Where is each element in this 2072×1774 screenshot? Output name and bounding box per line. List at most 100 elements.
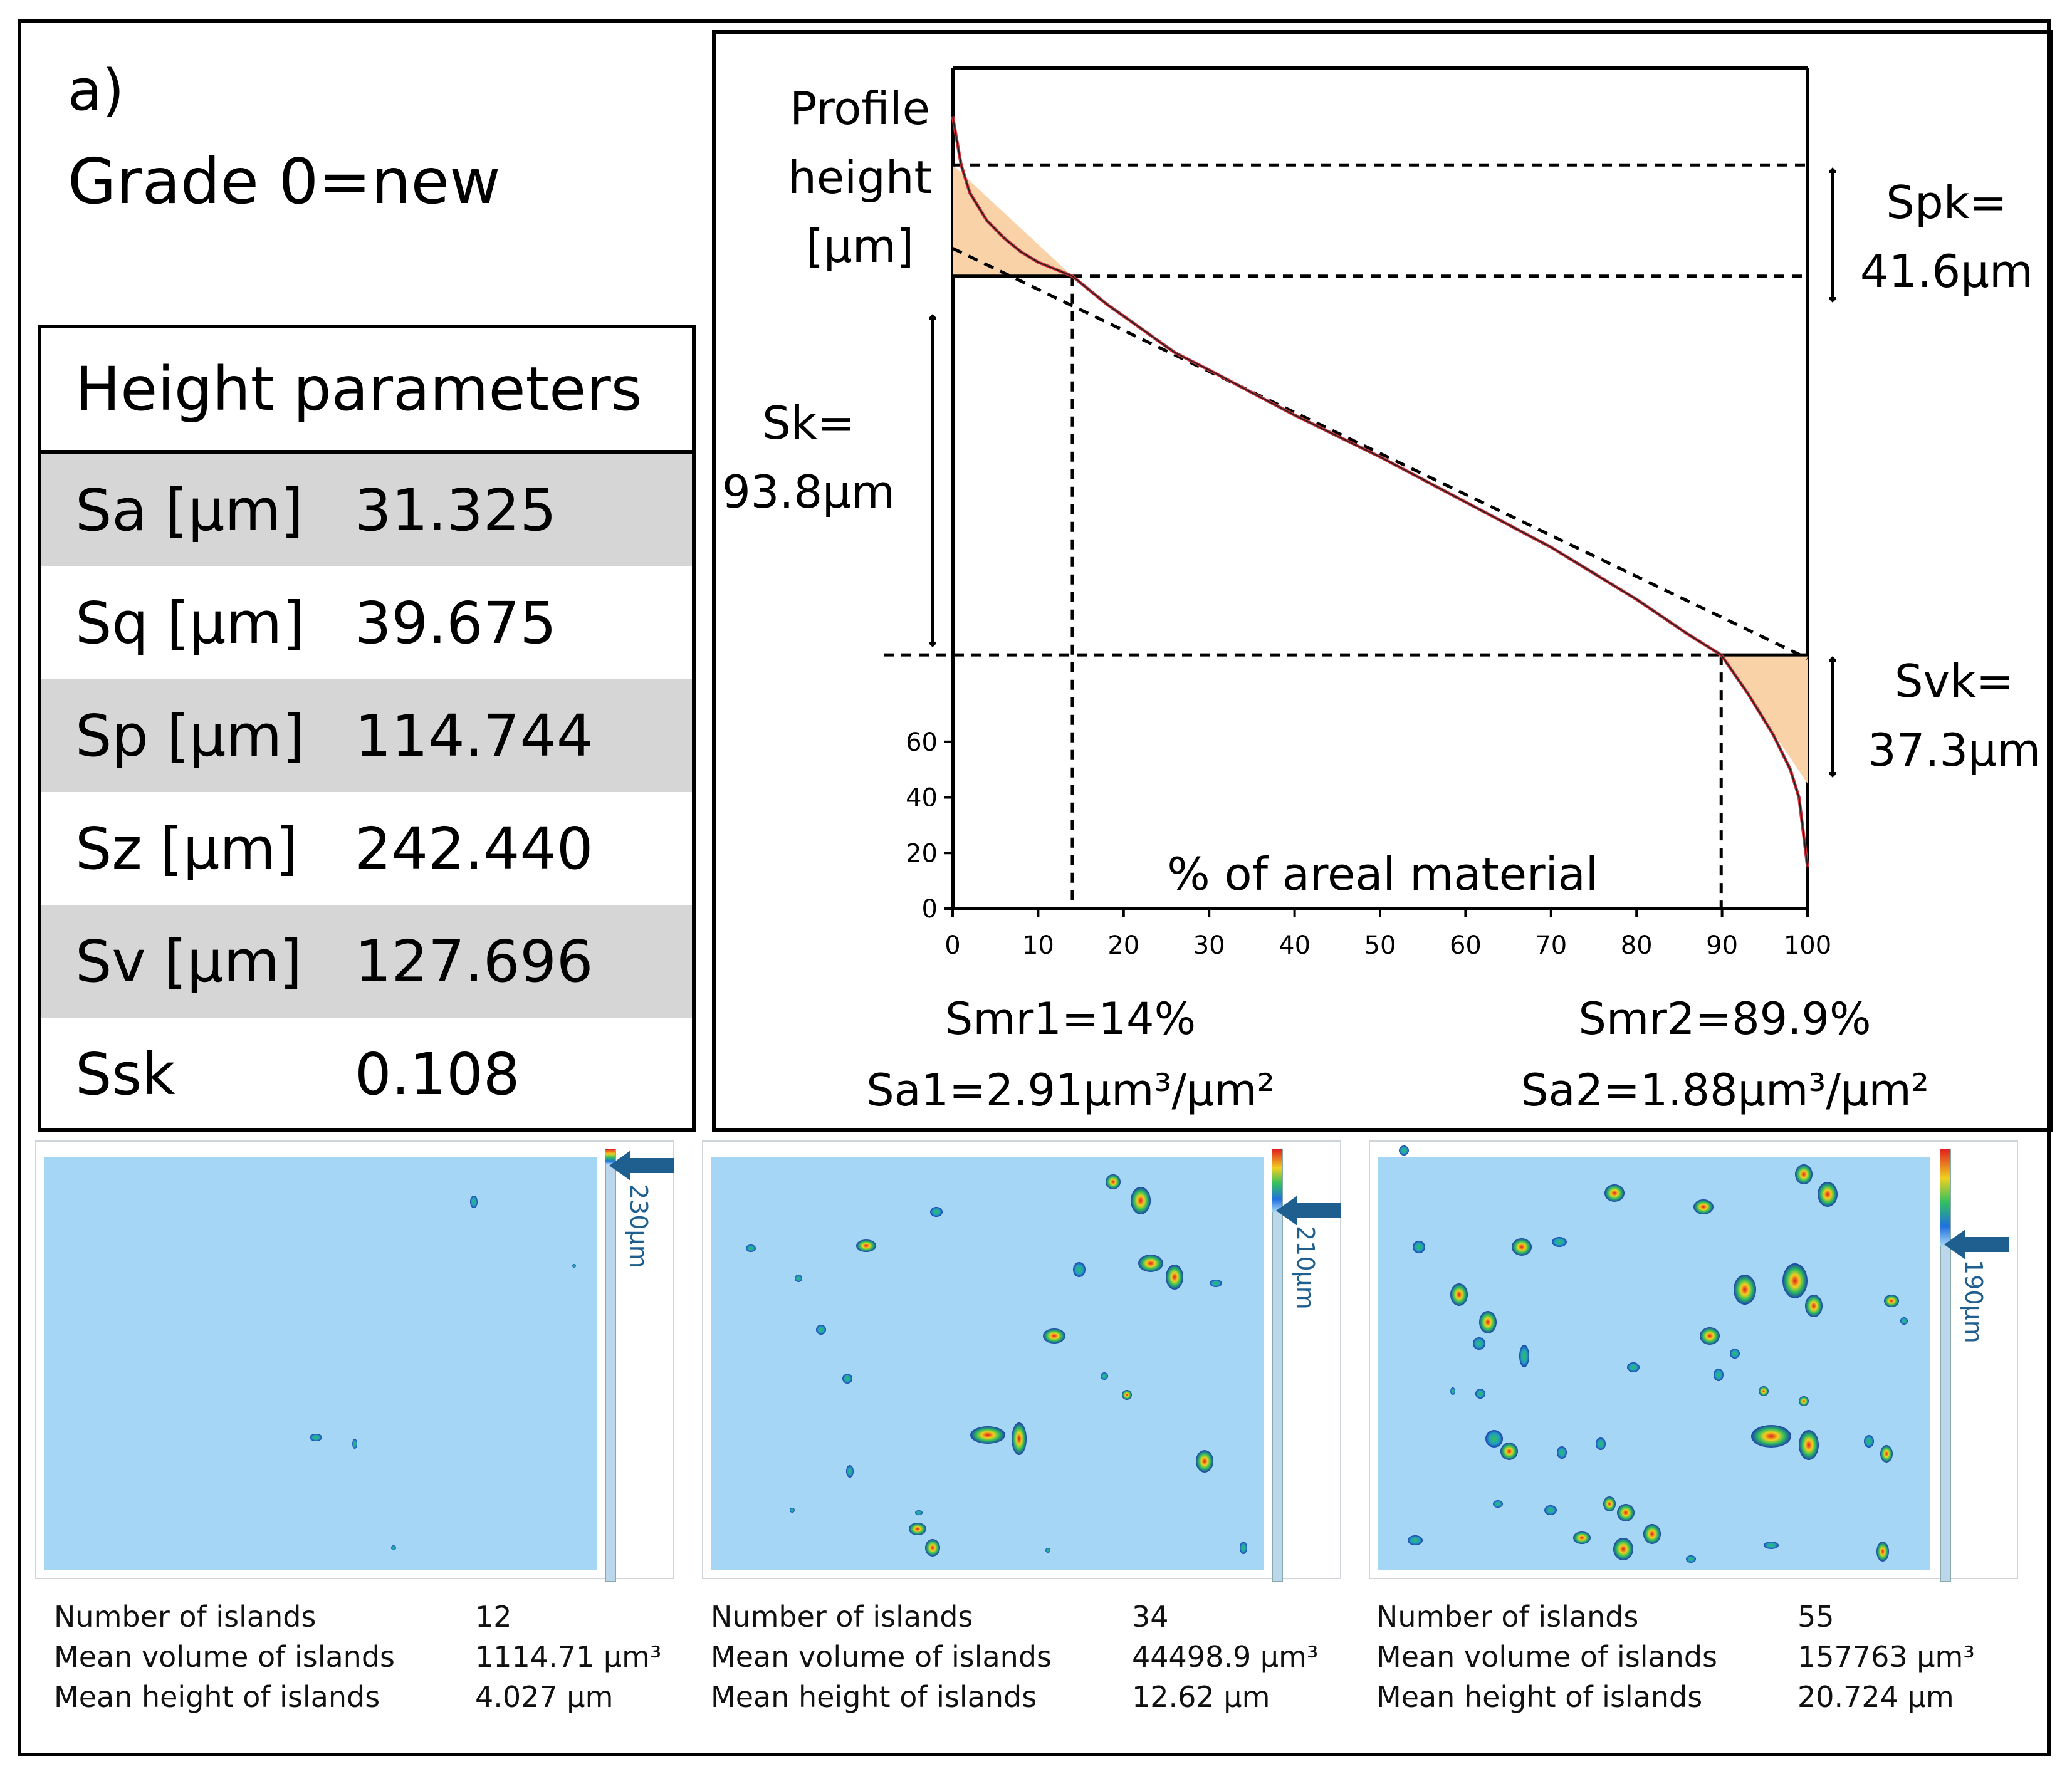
map-3-surface	[1378, 1157, 1930, 1570]
island-blob	[930, 1207, 943, 1217]
map-2-scale-colors	[1272, 1149, 1282, 1212]
peak-area-fill	[953, 165, 1072, 276]
island-blob	[1643, 1524, 1661, 1544]
y-axis-ticks: 0 20 40 60	[906, 728, 953, 924]
sa1-label: Sa1=2.91µm³/µm²	[866, 1065, 1275, 1116]
y-axis-label-line3: [µm]	[806, 220, 914, 273]
island-blob	[1166, 1265, 1183, 1290]
island-blob	[1519, 1345, 1529, 1367]
island-blob	[1552, 1237, 1567, 1247]
island-blob	[1818, 1182, 1838, 1207]
island-blob	[915, 1510, 923, 1515]
island-blob	[1880, 1445, 1893, 1463]
x-tick-label: 100	[1784, 931, 1831, 960]
param-name: Sz [µm]	[75, 815, 298, 882]
table-row: Sv [µm] 127.696	[41, 905, 692, 1018]
sk-value: 93.8µm	[722, 466, 895, 518]
island-stats-3: Number of islands 55 Mean volume of islan…	[1376, 1597, 1975, 1717]
island-blob	[1210, 1280, 1222, 1287]
smr1-label: Smr1=14%	[945, 993, 1196, 1045]
param-value: 127.696	[355, 927, 594, 995]
island-blob	[1479, 1311, 1497, 1333]
y-tick-label: 40	[906, 784, 938, 813]
map-1-level-arrow	[609, 1150, 674, 1181]
island-blob	[1512, 1238, 1532, 1256]
x-tick-label: 50	[1364, 931, 1396, 960]
island-blob	[1573, 1531, 1591, 1544]
map-2-surface	[711, 1157, 1264, 1570]
table-row: Sq [µm] 39.675	[41, 566, 692, 679]
x-tick-label: 80	[1621, 931, 1653, 960]
table-row: Sa [µm] 31.325	[41, 454, 692, 566]
island-blob	[1799, 1430, 1819, 1460]
island-blob	[1450, 1283, 1468, 1306]
x-tick-label: 40	[1279, 931, 1311, 960]
island-blob	[790, 1508, 795, 1513]
stat-value: 20.724 µm	[1797, 1680, 1954, 1714]
island-blob	[1073, 1262, 1086, 1277]
param-value: 39.675	[355, 589, 557, 657]
island-blob	[816, 1325, 826, 1335]
island-blob	[1122, 1390, 1132, 1400]
stat-label: Mean volume of islands	[54, 1640, 395, 1674]
param-name: Sv [µm]	[75, 927, 303, 995]
param-value: 114.744	[355, 702, 594, 770]
island-blob	[1700, 1327, 1720, 1345]
island-blob	[1500, 1443, 1518, 1460]
x-tick-label: 90	[1706, 931, 1738, 960]
island-blob	[970, 1426, 1005, 1444]
stat-label: Mean volume of islands	[1376, 1640, 1717, 1674]
param-value: 0.108	[355, 1040, 520, 1108]
stat-value: 44498.9 µm³	[1132, 1640, 1319, 1674]
island-blob	[1493, 1500, 1503, 1508]
island-blob	[1751, 1425, 1791, 1448]
map-2-scale-bar	[1272, 1149, 1283, 1582]
island-blob	[1399, 1145, 1409, 1156]
map-1-scale-bar	[605, 1149, 616, 1582]
stat-value: 12.62 µm	[1132, 1680, 1270, 1714]
figure-frame	[18, 19, 2051, 1756]
island-stats-1: Number of islands 12 Mean volume of islan…	[54, 1597, 661, 1717]
island-blob	[470, 1196, 478, 1208]
map-3-scale-colors	[1940, 1149, 1950, 1246]
island-blob	[1485, 1430, 1503, 1448]
x-tick-label: 20	[1107, 931, 1139, 960]
spk-label: Spk=	[1886, 176, 2007, 229]
map-2-scale-label: 210µm	[1292, 1226, 1319, 1310]
core-fit-dashed-line	[951, 247, 1809, 660]
island-blob	[1900, 1317, 1908, 1325]
stat-label: Mean volume of islands	[711, 1640, 1052, 1674]
island-blob	[795, 1275, 802, 1282]
island-blob	[1138, 1255, 1163, 1272]
table-row: Sp [µm] 114.744	[41, 679, 692, 792]
island-blob	[909, 1523, 926, 1535]
stat-label: Mean height of islands	[1376, 1680, 1703, 1714]
island-blob	[1864, 1435, 1874, 1448]
island-blob	[1734, 1275, 1756, 1305]
stat-value: 4.027 µm	[475, 1680, 614, 1714]
sk-label: Sk=	[762, 397, 855, 449]
x-tick-label: 30	[1193, 931, 1225, 960]
island-blob	[1544, 1505, 1557, 1515]
island-blob	[1795, 1164, 1813, 1184]
island-blob	[1603, 1496, 1616, 1511]
x-axis-ticks: 0 10 20 30 40 50 60 70 80 90 100	[944, 909, 1831, 960]
island-blob	[856, 1239, 876, 1252]
island-blob	[572, 1264, 576, 1268]
island-blob	[1012, 1422, 1027, 1455]
island-blob	[1884, 1295, 1899, 1307]
height-parameters-table: Height parameters Sa [µm] 31.325 Sq [µm] 3…	[38, 325, 696, 1132]
material-ratio-chart: 0 10 20 30 40 50 60 70 80 90 100 0 20 40 60 Profile h…	[722, 66, 2041, 1116]
island-stats-2: Number of islands 34 Mean volume of islan…	[711, 1597, 1318, 1717]
stat-value: 157763 µm³	[1797, 1640, 1975, 1674]
param-name: Sq [µm]	[75, 589, 305, 657]
island-blob	[352, 1439, 357, 1449]
island-blob	[1131, 1187, 1151, 1214]
stat-value: 55	[1797, 1600, 1834, 1634]
island-blob	[391, 1545, 396, 1550]
map-3-level-arrow	[1944, 1229, 2009, 1260]
param-name: Sa [µm]	[75, 476, 303, 544]
island-blob	[1686, 1555, 1696, 1563]
island-blob	[746, 1244, 756, 1252]
stat-label: Mean height of islands	[711, 1680, 1037, 1714]
